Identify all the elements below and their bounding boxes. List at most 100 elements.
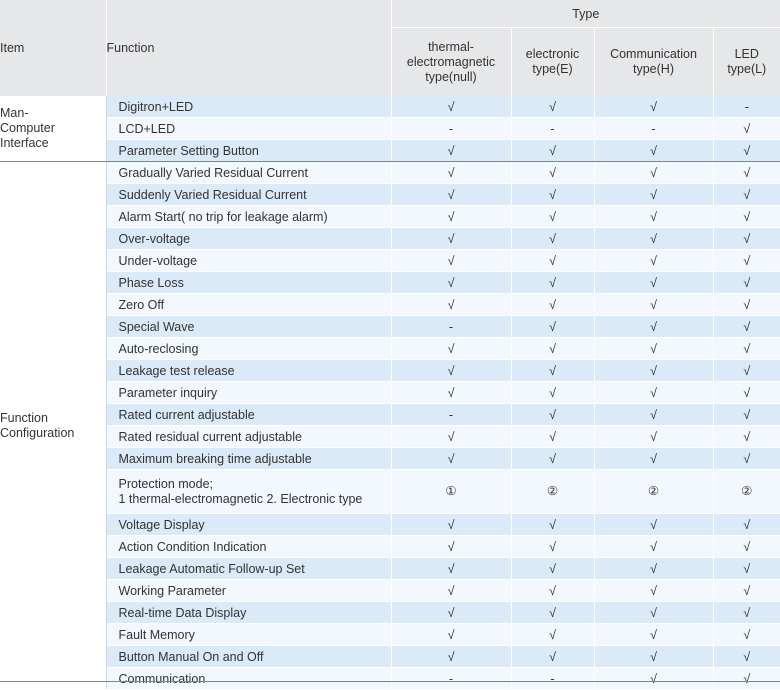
table-row: Special Wave - √ √ √	[0, 315, 780, 338]
value-cell-electronic: √	[511, 315, 595, 338]
function-name-text: Digitron+LED	[118, 99, 194, 114]
value-cell-electronic: √	[511, 139, 595, 162]
header-type-led-line1: LED	[734, 47, 759, 61]
function-name-text-line2: 1 thermal-electromagnetic 2. Electronic …	[118, 491, 363, 506]
value-cell-electronic: √	[511, 579, 595, 602]
value-cell-communication: √	[594, 293, 714, 316]
function-name-text: Button Manual On and Off	[118, 649, 264, 664]
value-cell-led: √	[713, 117, 780, 140]
value-cell-electronic: √	[511, 601, 595, 624]
value-cell-led: ②	[713, 469, 780, 514]
spec-table-body: Man- Computer Interface Digitron+LED √ √ √ - LCD…	[0, 96, 780, 690]
value-cell-communication: √	[594, 381, 714, 404]
value-cell-communication: √	[594, 513, 714, 536]
value-cell-communication: √	[594, 425, 714, 448]
value-cell-electronic: √	[511, 249, 595, 272]
value-cell-led: √	[713, 337, 780, 360]
header-type-led-line2: type(L)	[727, 62, 767, 76]
value-cell-communication: √	[594, 227, 714, 250]
function-name-text: Communication	[118, 671, 206, 686]
function-name: Special Wave	[106, 315, 392, 338]
value-cell-communication: √	[594, 557, 714, 580]
value-cell-thermal: √	[391, 96, 512, 118]
value-cell-led: √	[713, 161, 780, 184]
function-name-text: Rated residual current adjustable	[118, 429, 302, 444]
value-cell-electronic: √	[511, 557, 595, 580]
function-name-text: Suddenly Varied Residual Current	[118, 187, 307, 202]
table-row: Phase Loss √ √ √ √	[0, 271, 780, 294]
value-cell-communication: √	[594, 139, 714, 162]
function-name-text: Parameter inquiry	[118, 385, 218, 400]
value-cell-led: √	[713, 645, 780, 668]
value-cell-electronic: √	[511, 403, 595, 426]
table-row: Leakage Automatic Follow-up Set √ √ √ √	[0, 557, 780, 580]
value-cell-communication: √	[594, 249, 714, 272]
value-cell-communication: √	[594, 623, 714, 646]
value-cell-electronic: √	[511, 205, 595, 228]
header-type-thermal-line3: type(null)	[425, 69, 477, 84]
function-name: Leakage test release	[106, 359, 392, 382]
table-row: Rated residual current adjustable √ √ √ √	[0, 425, 780, 448]
function-name: Rated current adjustable	[106, 403, 392, 426]
value-cell-led: √	[713, 271, 780, 294]
value-cell-led: -	[713, 96, 780, 118]
header-type-electronic: electronic type(E)	[511, 27, 595, 96]
value-cell-led: √	[713, 139, 780, 162]
value-cell-thermal: -	[391, 117, 512, 140]
table-row: Parameter inquiry √ √ √ √	[0, 381, 780, 404]
function-name: Maximum breaking time adjustable	[106, 447, 392, 470]
value-cell-electronic: √	[511, 337, 595, 360]
value-cell-thermal: √	[391, 535, 512, 558]
value-cell-thermal: -	[391, 667, 512, 690]
function-name: Gradually Varied Residual Current	[106, 161, 392, 184]
value-cell-communication: √	[594, 359, 714, 382]
table-row: Maximum breaking time adjustable √ √ √ √	[0, 447, 780, 470]
function-name: Button Manual On and Off	[106, 645, 392, 668]
value-cell-led: √	[713, 557, 780, 580]
function-name: LCD+LED	[106, 117, 392, 140]
header-type-thermal-line1: thermal-	[428, 39, 474, 54]
function-name-text: Auto-reclosing	[118, 341, 199, 356]
value-cell-electronic: √	[511, 645, 595, 668]
function-name-text: Real-time Data Display	[118, 605, 247, 620]
value-cell-thermal: -	[391, 403, 512, 426]
table-row: LCD+LED - - - √	[0, 117, 780, 140]
table-row: Alarm Start( no trip for leakage alarm) √…	[0, 205, 780, 228]
function-name-text: Fault Memory	[118, 627, 195, 642]
value-cell-thermal: √	[391, 249, 512, 272]
value-cell-electronic: √	[511, 227, 595, 250]
header-type: Type	[391, 0, 780, 28]
value-cell-thermal: √	[391, 359, 512, 382]
value-cell-electronic: √	[511, 447, 595, 470]
header-type-communication-line1: Communication	[610, 47, 697, 61]
value-cell-thermal: √	[391, 139, 512, 162]
value-cell-thermal: √	[391, 447, 512, 470]
function-name: Parameter inquiry	[106, 381, 392, 404]
function-name-text: Working Parameter	[118, 583, 226, 598]
value-cell-communication: √	[594, 447, 714, 470]
value-cell-electronic: √	[511, 96, 595, 118]
header-type-communication-line2: type(H)	[633, 62, 674, 76]
value-cell-led: √	[713, 293, 780, 316]
function-name: Over-voltage	[106, 227, 392, 250]
table-row: Parameter Setting Button √ √ √ √	[0, 139, 780, 162]
value-cell-electronic: √	[511, 513, 595, 536]
value-cell-communication: √	[594, 579, 714, 602]
table-row: Fault Memory √ √ √ √	[0, 623, 780, 646]
value-cell-thermal: √	[391, 579, 512, 602]
value-cell-communication: √	[594, 271, 714, 294]
function-name-text: LCD+LED	[118, 121, 176, 136]
table-row: Under-voltage √ √ √ √	[0, 249, 780, 272]
value-cell-thermal: √	[391, 425, 512, 448]
value-cell-thermal: √	[391, 337, 512, 360]
value-cell-thermal: √	[391, 623, 512, 646]
function-name-text: Over-voltage	[118, 231, 191, 246]
value-cell-communication: √	[594, 535, 714, 558]
value-cell-led: √	[713, 315, 780, 338]
function-name: Phase Loss	[106, 271, 392, 294]
table-row: Rated current adjustable - √ √ √	[0, 403, 780, 426]
value-cell-communication: √	[594, 205, 714, 228]
value-cell-electronic: √	[511, 623, 595, 646]
table-row: Communication - - √ √	[0, 667, 780, 690]
value-cell-communication: √	[594, 183, 714, 206]
